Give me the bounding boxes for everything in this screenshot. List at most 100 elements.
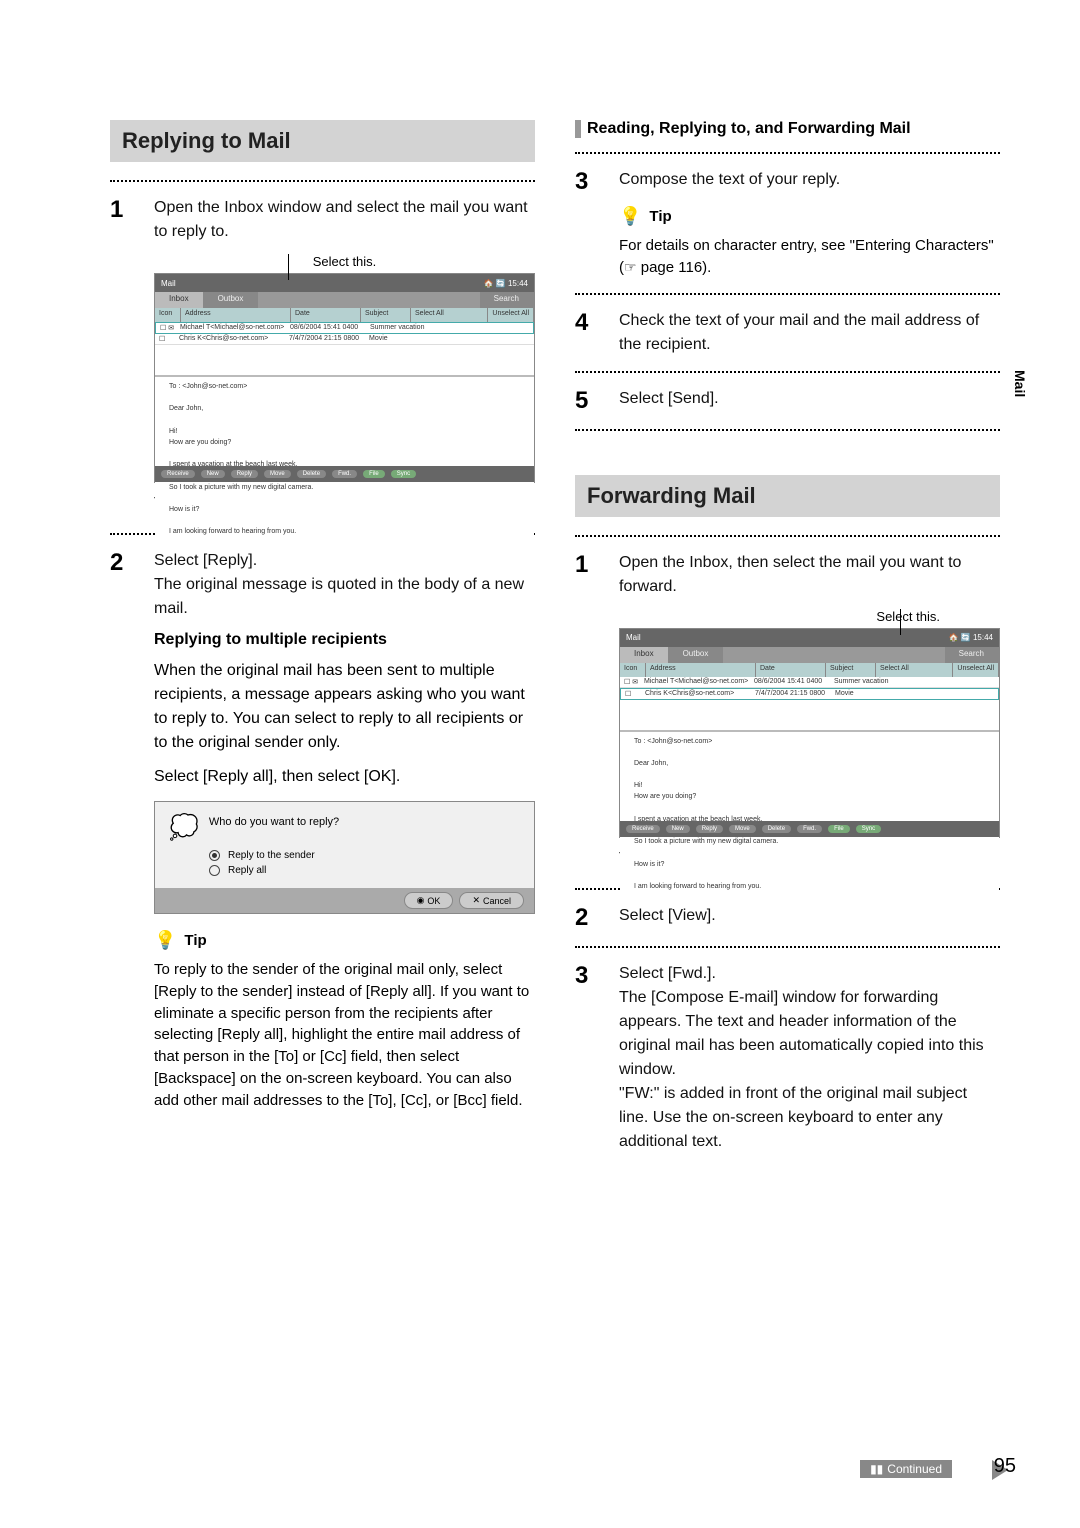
col-subject: Subject bbox=[826, 663, 876, 677]
step-text: Select [Fwd.]. The [Compose E-mail] wind… bbox=[619, 962, 1000, 1154]
step-5: 5 Select [Send]. bbox=[575, 387, 1000, 415]
callout-line bbox=[900, 609, 901, 635]
step-text: Open the Inbox, then select the mail you… bbox=[619, 551, 1000, 599]
divider bbox=[575, 293, 1000, 295]
row1-subj: Summer vacation bbox=[834, 678, 888, 686]
tab-inbox: Inbox bbox=[155, 292, 204, 308]
col-subject: Subject bbox=[361, 308, 411, 322]
body-l2: How are you doing? bbox=[169, 437, 520, 448]
callout-line bbox=[288, 254, 289, 280]
col-icon: Icon bbox=[620, 663, 646, 677]
body-l5: So I took a picture with my new digital … bbox=[634, 836, 985, 847]
btn-receive: Receive bbox=[161, 470, 195, 478]
divider bbox=[575, 946, 1000, 948]
right-header: Reading, Replying to, and Forwarding Mai… bbox=[575, 120, 1000, 138]
btn-move: Move bbox=[264, 470, 291, 478]
row1-date: 08/6/2004 15:41 0400 bbox=[290, 324, 370, 332]
caption-select-this: Select this. bbox=[154, 254, 535, 269]
tab-row: Inbox Outbox Search bbox=[155, 292, 534, 308]
step2-line2: The original message is quoted in the bo… bbox=[154, 576, 524, 617]
tip-bulb-icon: 💡 bbox=[154, 930, 176, 951]
opt1-label: Reply to the sender bbox=[228, 850, 315, 861]
unselect-all: Unselect All bbox=[488, 308, 534, 322]
mail-rows: ☐ ✉ Michael T<Michael@so-net.com> 08/6/2… bbox=[155, 322, 534, 345]
row2-subj: Movie bbox=[369, 335, 388, 343]
body-greet: Dear John, bbox=[634, 758, 985, 769]
cancel-button: ✕Cancel bbox=[459, 892, 524, 909]
btn-new: New bbox=[666, 825, 690, 833]
col-address: Address bbox=[181, 308, 291, 322]
mail-inbox-screenshot: Mail🏠 🔄 15:44 Inbox Outbox Search Icon A… bbox=[154, 273, 535, 483]
column-headers: Icon Address Date Subject Select All Uns… bbox=[620, 663, 999, 677]
step-number: 1 bbox=[110, 196, 134, 224]
opt2-label: Reply all bbox=[228, 865, 266, 876]
row1-addr: Michael T<Michael@so-net.com> bbox=[180, 324, 290, 332]
search-btn: Search bbox=[945, 647, 999, 663]
step-number: 2 bbox=[575, 904, 599, 932]
tip-label: Tip bbox=[184, 932, 206, 949]
sub-para2: Select [Reply all], then select [OK]. bbox=[154, 765, 535, 789]
divider bbox=[575, 535, 1000, 537]
divider bbox=[575, 152, 1000, 154]
btn-sync: Sync bbox=[856, 825, 881, 833]
column-headers: Icon Address Date Subject Select All Uns… bbox=[155, 308, 534, 322]
body-l2: How are you doing? bbox=[634, 791, 985, 802]
col-date: Date bbox=[291, 308, 361, 322]
tip-label: Tip bbox=[649, 208, 671, 225]
ok-button: ◉OK bbox=[404, 892, 454, 909]
body-to: To : <John@so-net.com> bbox=[634, 736, 985, 747]
btn-reply: Reply bbox=[696, 825, 723, 833]
col-address: Address bbox=[646, 663, 756, 677]
step-3: 3 Compose the text of your reply. bbox=[575, 168, 1000, 196]
speech-bubble-icon: 💭 bbox=[169, 816, 199, 840]
caption-select-this-2: Select this. bbox=[619, 609, 1000, 624]
table-row: ☐ ✉ Michael T<Michael@so-net.com> 08/6/2… bbox=[155, 322, 534, 334]
btn-fwd: Fwd. bbox=[797, 825, 822, 833]
col-icon: Icon bbox=[155, 308, 181, 322]
btn-delete: Delete bbox=[762, 825, 791, 833]
step-4: 4 Check the text of your mail and the ma… bbox=[575, 309, 1000, 357]
divider bbox=[110, 180, 535, 182]
sub-para1: When the original mail has been sent to … bbox=[154, 659, 535, 755]
step-text: Select [Send]. bbox=[619, 387, 1000, 411]
table-row: ☐ Chris K<Chris@so-net.com> 7/4/7/2004 2… bbox=[620, 688, 999, 700]
step-number: 1 bbox=[575, 551, 599, 579]
step-text: Check the text of your mail and the mail… bbox=[619, 309, 1000, 357]
tip-bulb-icon: 💡 bbox=[619, 206, 641, 227]
dialog-opt2: Reply all bbox=[209, 865, 520, 876]
dialog-question: Who do you want to reply? bbox=[209, 816, 339, 828]
step-text: Open the Inbox window and select the mai… bbox=[154, 196, 535, 244]
select-all: Select All bbox=[411, 308, 488, 322]
row2-addr: Chris K<Chris@so-net.com> bbox=[645, 690, 755, 698]
btn-new: New bbox=[201, 470, 225, 478]
body-l5: So I took a picture with my new digital … bbox=[169, 482, 520, 493]
fstep3-body: The [Compose E-mail] window for forwardi… bbox=[619, 989, 984, 1150]
body-to: To : <John@so-net.com> bbox=[169, 381, 520, 392]
row2-addr: Chris K<Chris@so-net.com> bbox=[179, 335, 289, 343]
step-number: 4 bbox=[575, 309, 599, 337]
row2-date: 7/4/7/2004 21:15 0800 bbox=[755, 690, 835, 698]
body-greet: Dear John, bbox=[169, 403, 520, 414]
step-text: Compose the text of your reply. bbox=[619, 168, 1000, 192]
two-column-layout: Replying to Mail 1 Open the Inbox window… bbox=[110, 120, 1000, 1158]
row2-subj: Movie bbox=[835, 690, 854, 698]
row1-subj: Summer vacation bbox=[370, 324, 424, 332]
radio-icon bbox=[209, 865, 220, 876]
search-btn: Search bbox=[480, 292, 534, 308]
body-l6: How is it? bbox=[169, 504, 520, 515]
toolbar: Receive New Reply Move Delete Fwd. File … bbox=[620, 821, 999, 837]
body-l1: Hi! bbox=[169, 426, 520, 437]
col-date: Date bbox=[756, 663, 826, 677]
tab-inbox: Inbox bbox=[620, 647, 669, 663]
step-number: 2 bbox=[110, 549, 134, 577]
btn-reply: Reply bbox=[231, 470, 258, 478]
tip-label-row: 💡 Tip bbox=[154, 930, 535, 951]
btn-receive: Receive bbox=[626, 825, 660, 833]
row1-date: 08/6/2004 15:41 0400 bbox=[754, 678, 834, 686]
screenshot-wrapper-2: Select this. Mail🏠 🔄 15:44 Inbox Outbox … bbox=[619, 609, 1000, 838]
tip-body: To reply to the sender of the original m… bbox=[154, 959, 535, 1111]
hand-icon: ☞ bbox=[624, 259, 637, 275]
fwd-step-3: 3 Select [Fwd.]. The [Compose E-mail] wi… bbox=[575, 962, 1000, 1154]
blank-region bbox=[155, 345, 534, 375]
continued-badge: ▮▮ Continued bbox=[860, 1460, 952, 1478]
